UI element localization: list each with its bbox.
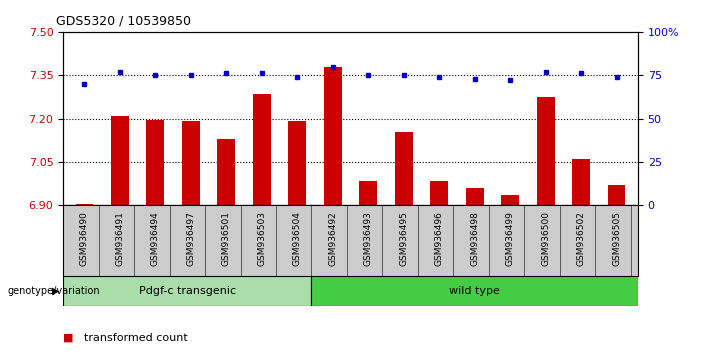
Bar	[147, 120, 164, 205]
Text: GSM936503: GSM936503	[257, 211, 266, 266]
Bar	[395, 132, 413, 205]
Bar	[311, 276, 638, 306]
Text: ■: ■	[63, 333, 74, 343]
Text: GSM936497: GSM936497	[186, 211, 196, 266]
Text: GSM936491: GSM936491	[116, 211, 124, 266]
Bar	[324, 67, 341, 205]
Text: GSM936504: GSM936504	[293, 211, 301, 266]
Text: GSM936496: GSM936496	[435, 211, 444, 266]
Text: GSM936493: GSM936493	[364, 211, 373, 266]
Bar	[76, 204, 93, 205]
Bar	[608, 185, 625, 205]
Text: GSM936494: GSM936494	[151, 211, 160, 266]
Bar	[430, 181, 448, 205]
Text: GSM936501: GSM936501	[222, 211, 231, 266]
Text: ▶: ▶	[52, 286, 60, 296]
Bar	[360, 181, 377, 205]
Text: GSM936492: GSM936492	[328, 211, 337, 266]
Text: GSM936499: GSM936499	[505, 211, 515, 266]
Text: Pdgf-c transgenic: Pdgf-c transgenic	[139, 286, 236, 296]
Bar	[217, 139, 235, 205]
Bar	[288, 121, 306, 205]
Text: wild type: wild type	[449, 286, 500, 296]
Text: GSM936502: GSM936502	[577, 211, 585, 266]
Text: GDS5320 / 10539850: GDS5320 / 10539850	[56, 14, 191, 27]
Text: transformed count: transformed count	[84, 333, 188, 343]
Bar	[182, 121, 200, 205]
Text: GSM936505: GSM936505	[612, 211, 621, 266]
Bar	[253, 94, 271, 205]
Text: GSM936498: GSM936498	[470, 211, 479, 266]
Bar	[572, 159, 590, 205]
Bar	[111, 116, 129, 205]
Bar	[466, 188, 484, 205]
Text: GSM936490: GSM936490	[80, 211, 89, 266]
Text: GSM936495: GSM936495	[400, 211, 408, 266]
Text: genotype/variation: genotype/variation	[7, 286, 100, 296]
Bar	[501, 195, 519, 205]
Bar	[63, 276, 311, 306]
Bar	[537, 97, 554, 205]
Text: GSM936500: GSM936500	[541, 211, 550, 266]
